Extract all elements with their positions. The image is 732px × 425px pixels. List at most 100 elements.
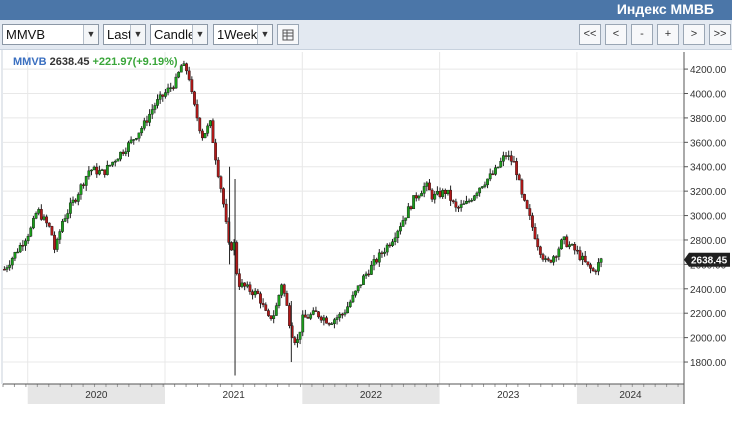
candle-down bbox=[50, 226, 54, 236]
candle-down bbox=[528, 208, 532, 216]
candle-down bbox=[267, 310, 270, 316]
candle-up bbox=[599, 258, 603, 263]
candle-down bbox=[449, 189, 452, 201]
zoom-out-button[interactable]: - bbox=[631, 24, 653, 45]
nav-next-button[interactable]: > bbox=[683, 24, 705, 45]
candle-down bbox=[200, 130, 204, 139]
candle-up bbox=[364, 273, 368, 277]
candle-up bbox=[24, 240, 27, 246]
candle-up bbox=[441, 190, 445, 197]
candle-down bbox=[533, 227, 537, 240]
x-tick-label: 2020 bbox=[85, 390, 108, 401]
candle-up bbox=[296, 339, 299, 343]
candle-up bbox=[84, 176, 88, 186]
candle-down bbox=[53, 234, 56, 250]
chart-area[interactable]: 1800.002000.002200.002400.002600.002800.… bbox=[0, 50, 732, 420]
candle-up bbox=[32, 218, 35, 229]
candle-up bbox=[301, 314, 305, 333]
candle-down bbox=[303, 314, 307, 318]
candle-up bbox=[42, 216, 46, 220]
price-type-select[interactable]: Last ▼ bbox=[103, 24, 146, 45]
candle-up bbox=[10, 258, 14, 266]
chevron-down-icon: ▼ bbox=[192, 25, 207, 44]
candle-down bbox=[193, 91, 196, 105]
candle-down bbox=[187, 70, 191, 80]
candle-up bbox=[480, 186, 484, 189]
candle-down bbox=[285, 293, 289, 306]
candle-up bbox=[34, 213, 38, 219]
candle-up bbox=[208, 120, 212, 127]
candle-down bbox=[454, 201, 458, 208]
nav-last-button[interactable]: >> bbox=[709, 24, 731, 45]
candle-down bbox=[517, 174, 521, 181]
symbol-select[interactable]: MMVB ▼ bbox=[2, 24, 99, 45]
candle-down bbox=[161, 94, 165, 97]
candle-up bbox=[119, 151, 122, 160]
legend-symbol: MMVB bbox=[13, 56, 47, 68]
interval-select[interactable]: 1Week ▼ bbox=[213, 24, 273, 45]
candle-up bbox=[420, 193, 423, 197]
x-tick-label: 2021 bbox=[223, 390, 246, 401]
candle-down bbox=[509, 155, 513, 162]
candle-down bbox=[380, 252, 384, 255]
candle-down bbox=[565, 236, 569, 248]
candle-down bbox=[171, 87, 175, 89]
y-tick-label: 2200.00 bbox=[690, 309, 727, 320]
candle-up bbox=[470, 199, 474, 202]
candle-up bbox=[557, 248, 561, 257]
candle-up bbox=[383, 251, 386, 254]
candle-down bbox=[327, 323, 331, 325]
candle-up bbox=[63, 218, 67, 222]
candle-up bbox=[399, 226, 402, 232]
candle-down bbox=[256, 290, 260, 294]
candle-up bbox=[338, 313, 342, 318]
candle-down bbox=[282, 284, 286, 294]
candle-up bbox=[385, 244, 389, 253]
candle-up bbox=[404, 217, 408, 221]
candle-down bbox=[591, 268, 595, 272]
candle-up bbox=[472, 195, 476, 201]
candle-up bbox=[467, 200, 471, 203]
candle-down bbox=[388, 244, 392, 247]
candle-up bbox=[87, 170, 91, 177]
candle-up bbox=[111, 161, 115, 166]
candle-up bbox=[351, 294, 355, 303]
nav-prev-button[interactable]: < bbox=[605, 24, 627, 45]
candle-down bbox=[536, 238, 540, 248]
candle-down bbox=[375, 259, 379, 263]
settings-button[interactable] bbox=[277, 24, 299, 45]
candle-down bbox=[185, 63, 188, 72]
candle-up bbox=[465, 201, 468, 204]
title-bar: Индекс ММВБ bbox=[0, 0, 732, 20]
candle-down bbox=[259, 293, 262, 304]
candle-up bbox=[280, 284, 284, 296]
candle-down bbox=[594, 270, 598, 273]
y-tick-label: 3600.00 bbox=[690, 138, 727, 149]
candle-up bbox=[76, 194, 80, 202]
candle-down bbox=[145, 120, 149, 123]
candle-up bbox=[253, 290, 257, 296]
price-chart[interactable]: 1800.002000.002200.002400.002600.002800.… bbox=[0, 50, 732, 420]
candle-down bbox=[578, 250, 582, 260]
candle-up bbox=[5, 267, 9, 270]
candle-up bbox=[343, 312, 347, 315]
candle-down bbox=[538, 246, 542, 255]
nav-first-button[interactable]: << bbox=[579, 24, 601, 45]
legend-last-price: 2638.45 bbox=[49, 56, 90, 68]
candle-up bbox=[158, 94, 162, 100]
chart-type-select[interactable]: Candle ▼ bbox=[150, 24, 208, 45]
candle-up bbox=[568, 244, 571, 248]
zoom-in-button[interactable]: + bbox=[657, 24, 679, 45]
candle-up bbox=[501, 155, 505, 162]
candle-down bbox=[237, 273, 241, 287]
candle-down bbox=[95, 166, 99, 175]
candle-up bbox=[156, 99, 159, 106]
candle-up bbox=[544, 258, 548, 260]
y-tick-label: 3400.00 bbox=[690, 163, 727, 174]
candle-down bbox=[428, 182, 431, 191]
candle-up bbox=[179, 65, 183, 73]
candle-up bbox=[570, 244, 574, 246]
candle-up bbox=[132, 139, 136, 141]
y-tick-label: 2400.00 bbox=[690, 285, 727, 296]
candle-up bbox=[203, 133, 207, 139]
